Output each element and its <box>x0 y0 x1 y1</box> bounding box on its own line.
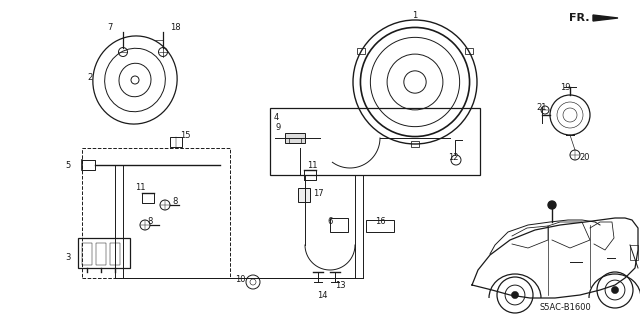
Bar <box>357 48 365 54</box>
Bar <box>82 243 92 265</box>
Text: 11: 11 <box>307 160 317 169</box>
Text: 17: 17 <box>313 189 323 197</box>
Bar <box>78 238 130 268</box>
Text: 16: 16 <box>374 218 385 226</box>
Text: 4: 4 <box>273 114 278 122</box>
Text: FR.: FR. <box>570 13 590 23</box>
Circle shape <box>548 201 556 209</box>
Polygon shape <box>593 15 618 21</box>
Text: 5: 5 <box>65 160 70 169</box>
Text: 8: 8 <box>147 218 153 226</box>
Bar <box>270 108 480 175</box>
Bar <box>330 218 348 232</box>
Text: 18: 18 <box>170 24 180 33</box>
Text: 2: 2 <box>88 73 93 83</box>
Text: 21: 21 <box>537 103 547 113</box>
Bar <box>298 188 310 202</box>
Text: 12: 12 <box>448 153 458 162</box>
Text: 20: 20 <box>580 153 590 162</box>
Bar <box>170 137 182 147</box>
Bar <box>465 48 473 54</box>
Circle shape <box>511 291 518 299</box>
Bar <box>110 243 120 265</box>
Text: 7: 7 <box>108 24 113 33</box>
Text: 15: 15 <box>180 130 190 139</box>
Text: 6: 6 <box>327 218 333 226</box>
Text: 3: 3 <box>65 254 70 263</box>
Text: 11: 11 <box>135 183 145 192</box>
Bar <box>285 133 305 143</box>
Circle shape <box>597 272 633 308</box>
Text: 19: 19 <box>560 84 570 93</box>
Bar <box>630 245 638 260</box>
Bar <box>96 243 106 265</box>
Bar <box>366 220 394 232</box>
Bar <box>411 141 419 147</box>
Text: 8: 8 <box>172 197 178 206</box>
Text: S5AC-B1600: S5AC-B1600 <box>539 302 591 311</box>
Text: 1: 1 <box>412 11 418 19</box>
Text: 10: 10 <box>235 276 245 285</box>
Text: 9: 9 <box>275 123 280 132</box>
Bar <box>82 148 230 278</box>
Text: 14: 14 <box>317 291 327 300</box>
Circle shape <box>611 286 619 293</box>
Circle shape <box>497 277 533 313</box>
Text: 13: 13 <box>335 280 346 290</box>
